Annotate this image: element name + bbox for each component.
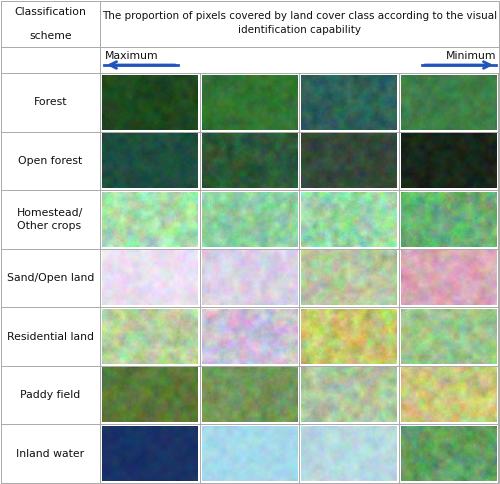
Bar [299,307,398,366]
Bar [200,366,299,424]
Bar [1,366,100,424]
Bar [200,424,299,483]
Text: Paddy field: Paddy field [20,390,80,400]
Text: Open forest: Open forest [18,156,82,166]
Bar [1,249,100,307]
Bar [100,249,200,307]
Bar [200,73,299,132]
Bar [100,47,499,73]
Text: Sand/Open land: Sand/Open land [7,273,94,283]
Bar [299,424,398,483]
Bar [398,366,498,424]
Text: Maximum: Maximum [105,51,158,61]
Bar [299,249,398,307]
Bar [100,366,200,424]
Bar [1,1,100,47]
Bar [100,132,200,190]
Bar [200,307,299,366]
Bar [1,424,100,483]
Bar [100,190,200,249]
Bar [100,73,200,132]
Bar [100,424,200,483]
Bar [398,73,498,132]
Text: Homestead/
Other crops: Homestead/ Other crops [18,208,84,231]
Bar [398,307,498,366]
Bar [398,424,498,483]
Bar [398,190,498,249]
Bar [299,73,398,132]
Bar [299,366,398,424]
Bar [200,249,299,307]
Bar [398,132,498,190]
Bar [299,190,398,249]
Text: Minimum: Minimum [446,51,496,61]
Bar [200,132,299,190]
Bar [1,73,100,132]
Bar [100,307,200,366]
Bar [1,307,100,366]
Text: Forest: Forest [34,97,67,107]
Bar [1,132,100,190]
Bar [1,47,100,73]
Text: Residential land: Residential land [7,332,94,342]
Text: Inland water: Inland water [16,449,84,459]
Bar [398,249,498,307]
Bar [299,132,398,190]
Bar [200,190,299,249]
Bar [1,190,100,249]
Text: The proportion of pixels covered by land cover class according to the visual
ide: The proportion of pixels covered by land… [102,11,497,35]
Bar [100,1,499,47]
Text: Classification

scheme: Classification scheme [14,7,86,41]
